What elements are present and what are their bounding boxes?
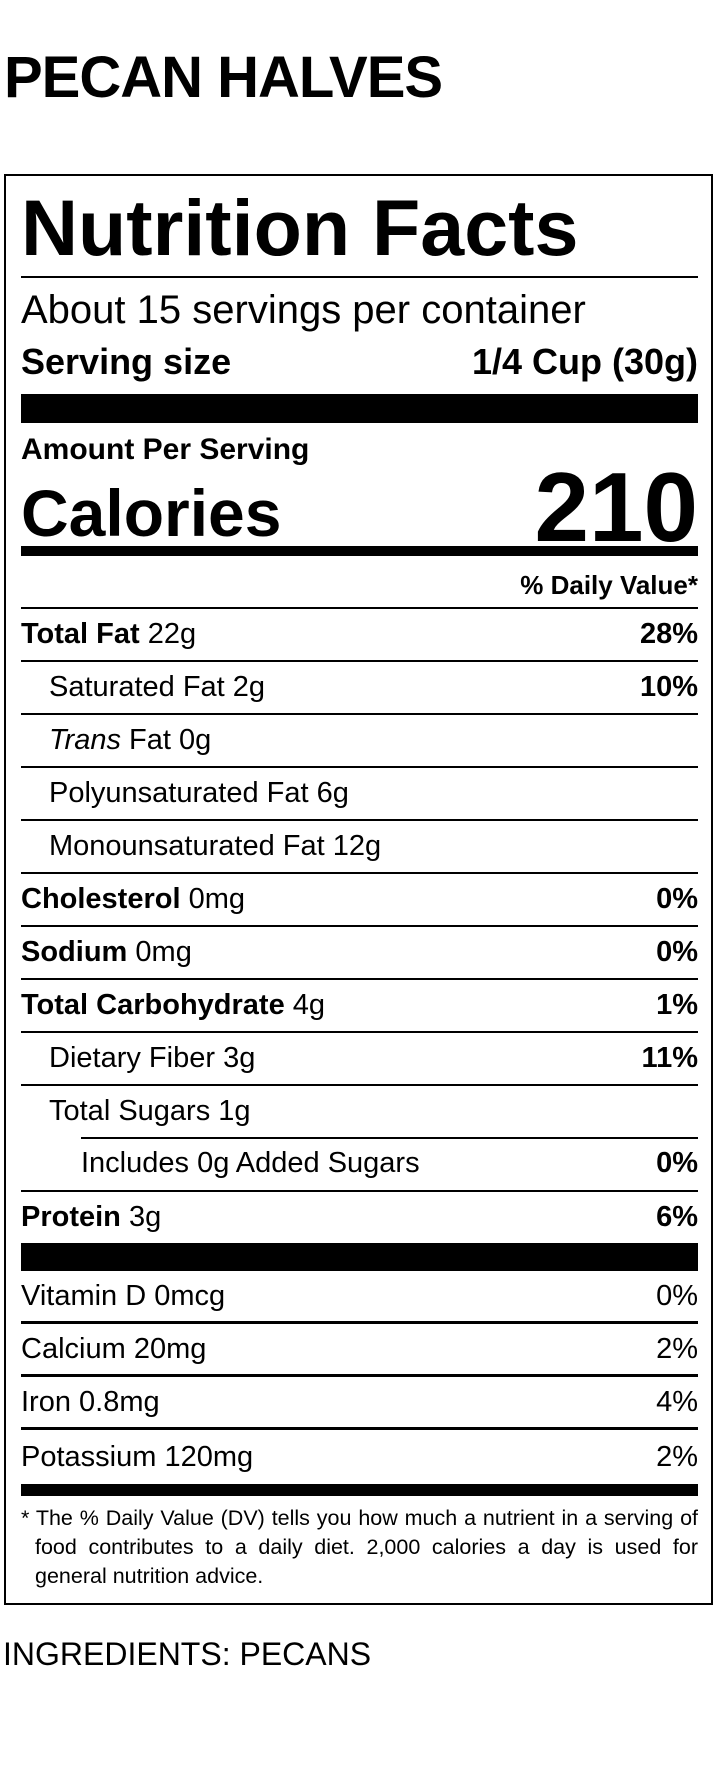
nutrient-row: Polyunsaturated Fat 6g [21, 766, 698, 819]
vitamin-daily-value: 0% [656, 1279, 698, 1312]
nutrient-name: Saturated Fat [49, 671, 225, 703]
nutrient-name: Total Fat [21, 618, 140, 650]
nutrient-row: Cholesterol 0mg 0% [21, 872, 698, 925]
vitamin-name-group: Calcium 20mg [21, 1333, 206, 1366]
vitamin-list: Vitamin D 0mcg 0% Calcium 20mg 2% Iron 0.8mg… [21, 1271, 698, 1485]
nutrient-name: Trans [49, 724, 121, 756]
thick-divider [21, 1243, 698, 1271]
nutrient-amount: 12g [332, 830, 382, 862]
nutrient-amount: 0mg [135, 936, 192, 968]
nutrient-daily-value: 6% [656, 1201, 698, 1233]
nutrient-name: Monounsaturated Fat [49, 830, 325, 862]
nutrition-facts-label: Nutrition Facts About 15 servings per co… [4, 174, 713, 1605]
nutrient-name-group: Polyunsaturated Fat 6g [21, 777, 349, 810]
vitamin-daily-value: 2% [656, 1441, 698, 1473]
nutrient-name-group: Includes 0g Added Sugars [21, 1147, 420, 1180]
nutrient-amount: 3g [223, 1042, 256, 1074]
nutrient-name-group: Dietary Fiber 3g [21, 1042, 255, 1075]
nutrient-row: Total Fat 22g 28% [21, 607, 698, 660]
nutrient-name-group: Total Carbohydrate 4g [21, 989, 325, 1022]
vitamin-name-group: Potassium 120mg [21, 1441, 253, 1474]
vitamin-row: Potassium 120mg 2% [21, 1430, 698, 1485]
vitamin-name: Calcium [21, 1332, 126, 1365]
nutrient-name-group: Saturated Fat 2g [21, 671, 265, 704]
vitamin-name: Potassium [21, 1441, 157, 1473]
nutrient-amount: 2g [232, 671, 266, 703]
medium-divider [21, 1484, 698, 1496]
vitamin-name-group: Iron 0.8mg [21, 1386, 160, 1419]
nutrient-row: Dietary Fiber 3g 11% [21, 1031, 698, 1084]
nutrient-name-group: Protein 3g [21, 1201, 161, 1234]
nutrient-row: Sodium 0mg 0% [21, 925, 698, 978]
nutrient-amount: 4g [292, 989, 326, 1021]
nutrient-name: Total Carbohydrate [21, 989, 285, 1021]
nutrient-row: Saturated Fat 2g 10% [21, 660, 698, 713]
nutrient-amount: 6g [316, 777, 349, 809]
nutrient-name-group: Sodium 0mg [21, 936, 192, 969]
daily-value-header: % Daily Value* [520, 570, 698, 600]
nutrient-amount: 1g [218, 1095, 251, 1127]
thick-divider [21, 394, 698, 423]
serving-size-value: 1/4 Cup (30g) [471, 341, 698, 382]
calories-row: Calories 210 [21, 458, 698, 556]
nutrient-row: Monounsaturated Fat 12g [21, 819, 698, 872]
nutrient-daily-value: 1% [656, 989, 698, 1021]
calories-value: 210 [534, 452, 698, 562]
serving-size-row: Serving size 1/4 Cup (30g) [21, 340, 698, 383]
servings-per-container: About 15 servings per container [21, 288, 586, 332]
nutrient-daily-value: 0% [656, 1147, 698, 1179]
nutrient-amount: 22g [147, 618, 197, 650]
nutrient-list: Total Fat 22g 28% Saturated Fat 2g 10% Trans… [21, 607, 698, 1243]
nutrient-daily-value: 11% [641, 1042, 698, 1074]
nutrient-daily-value: 10% [639, 671, 698, 703]
product-name: PECAN HALVES [4, 45, 443, 110]
nutrient-row: Total Carbohydrate 4g 1% [21, 978, 698, 1031]
vitamin-daily-value: 4% [656, 1385, 698, 1418]
nutrient-name: Total Sugars [49, 1095, 211, 1127]
nutrient-name-group: Total Fat 22g [21, 618, 196, 651]
nutrient-name: Includes 0g Added Sugars [81, 1147, 420, 1179]
label-title: Nutrition Facts [21, 183, 579, 272]
nutrient-name-group: Cholesterol 0mg [21, 883, 245, 916]
nutrient-name-group: Monounsaturated Fat 12g [21, 830, 381, 863]
medium-divider [21, 546, 698, 556]
amount-per-serving: Amount Per Serving [21, 433, 310, 466]
nutrient-name: Dietary Fiber [49, 1042, 215, 1074]
vitamin-amount: 120mg [164, 1441, 254, 1473]
nutrient-row: Total Sugars 1g [21, 1084, 698, 1137]
vitamin-daily-value: 2% [656, 1332, 698, 1365]
nutrient-name-suffix: Fat [129, 724, 171, 756]
vitamin-name-group: Vitamin D 0mcg [21, 1280, 225, 1313]
vitamin-name: Iron [21, 1385, 71, 1418]
footnote: * The % Daily Value (DV) tells you how m… [21, 1506, 698, 1588]
vitamin-row: Iron 0.8mg 4% [21, 1377, 698, 1430]
serving-size-label: Serving size [21, 341, 232, 382]
vitamin-name: Vitamin D [21, 1279, 147, 1312]
nutrient-name: Polyunsaturated Fat [49, 777, 309, 809]
nutrient-name: Sodium [21, 936, 128, 968]
calories-label: Calories [21, 476, 282, 550]
nutrient-daily-value: 0% [656, 936, 698, 968]
nutrient-row: Includes 0g Added Sugars 0% [21, 1137, 698, 1190]
nutrient-name: Cholesterol [21, 883, 181, 915]
vitamin-amount: 20mg [133, 1332, 207, 1365]
nutrient-amount: 3g [128, 1201, 162, 1233]
nutrient-row: Trans Fat 0g [21, 713, 698, 766]
nutrient-daily-value: 0% [656, 883, 698, 915]
nutrient-daily-value: 28% [639, 618, 698, 650]
nutrient-name-group: Total Sugars 1g [21, 1095, 251, 1128]
vitamin-amount: 0.8mg [79, 1385, 160, 1418]
nutrient-row: Protein 3g 6% [21, 1190, 698, 1243]
nutrient-name-group: Trans Fat 0g [21, 724, 211, 757]
vitamin-row: Calcium 20mg 2% [21, 1324, 698, 1377]
nutrient-amount: 0mg [188, 883, 246, 915]
divider [21, 276, 698, 278]
vitamin-amount: 0mcg [154, 1279, 226, 1312]
nutrient-amount: 0g [179, 724, 212, 756]
ingredients: INGREDIENTS: PECANS [3, 1636, 372, 1672]
vitamin-row: Vitamin D 0mcg 0% [21, 1271, 698, 1324]
nutrient-name: Protein [21, 1201, 121, 1233]
